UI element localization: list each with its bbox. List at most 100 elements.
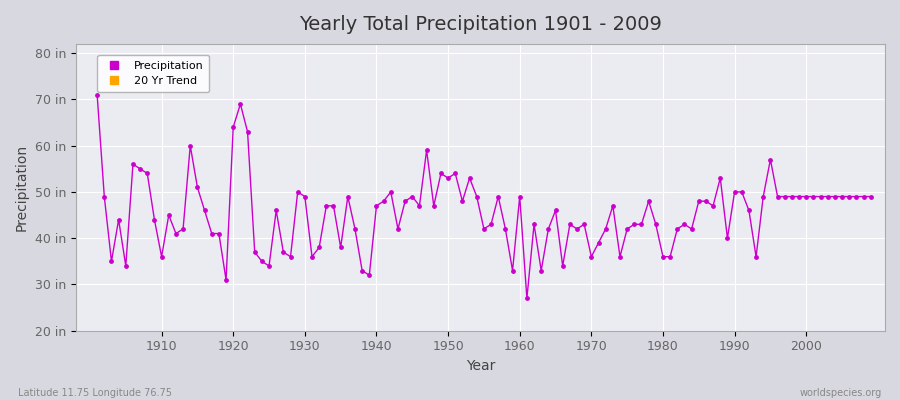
- Point: [212, 230, 226, 237]
- Point: [168, 230, 183, 237]
- Point: [713, 175, 727, 181]
- Point: [284, 254, 298, 260]
- Point: [305, 254, 320, 260]
- Point: [369, 203, 383, 209]
- Point: [792, 193, 806, 200]
- Point: [197, 207, 211, 214]
- Point: [291, 189, 305, 195]
- Point: [320, 203, 334, 209]
- Point: [190, 184, 204, 190]
- Point: [627, 221, 642, 228]
- Point: [555, 263, 570, 269]
- Point: [140, 170, 155, 177]
- Point: [863, 193, 878, 200]
- Point: [398, 198, 412, 204]
- Point: [255, 258, 269, 264]
- Point: [262, 263, 276, 269]
- Point: [663, 254, 678, 260]
- Legend: Precipitation, 20 Yr Trend: Precipitation, 20 Yr Trend: [97, 55, 210, 92]
- Point: [104, 258, 119, 264]
- Point: [684, 226, 698, 232]
- Point: [698, 198, 713, 204]
- Point: [778, 193, 792, 200]
- Point: [835, 193, 850, 200]
- Point: [276, 249, 291, 255]
- Point: [90, 92, 104, 98]
- Point: [298, 193, 312, 200]
- Point: [613, 254, 627, 260]
- Point: [455, 198, 470, 204]
- Point: [155, 254, 169, 260]
- X-axis label: Year: Year: [465, 359, 495, 373]
- Point: [720, 235, 734, 241]
- Point: [749, 254, 763, 260]
- Point: [491, 193, 506, 200]
- Point: [756, 193, 770, 200]
- Point: [119, 263, 133, 269]
- Point: [548, 207, 562, 214]
- Point: [226, 124, 240, 130]
- Point: [850, 193, 864, 200]
- Point: [312, 244, 327, 251]
- Point: [463, 175, 477, 181]
- Point: [799, 193, 814, 200]
- Point: [821, 193, 835, 200]
- Point: [519, 295, 534, 302]
- Point: [727, 189, 742, 195]
- Point: [577, 221, 591, 228]
- Point: [240, 128, 255, 135]
- Point: [204, 230, 219, 237]
- Point: [362, 272, 376, 278]
- Point: [828, 193, 842, 200]
- Point: [126, 161, 140, 167]
- Point: [706, 203, 720, 209]
- Point: [376, 198, 391, 204]
- Point: [634, 221, 649, 228]
- Point: [484, 221, 499, 228]
- Point: [419, 147, 434, 154]
- Point: [591, 240, 606, 246]
- Point: [734, 189, 749, 195]
- Y-axis label: Precipitation: Precipitation: [15, 144, 29, 231]
- Point: [327, 203, 341, 209]
- Point: [512, 193, 526, 200]
- Point: [656, 254, 670, 260]
- Point: [842, 193, 857, 200]
- Point: [806, 193, 821, 200]
- Point: [427, 203, 441, 209]
- Point: [219, 277, 233, 283]
- Point: [642, 198, 656, 204]
- Point: [477, 226, 491, 232]
- Point: [770, 193, 785, 200]
- Point: [434, 170, 448, 177]
- Point: [856, 193, 870, 200]
- Point: [649, 221, 663, 228]
- Point: [606, 203, 620, 209]
- Point: [383, 189, 398, 195]
- Point: [598, 226, 613, 232]
- Point: [248, 249, 262, 255]
- Point: [97, 193, 112, 200]
- Point: [526, 221, 541, 228]
- Point: [534, 267, 548, 274]
- Point: [412, 203, 427, 209]
- Point: [176, 226, 190, 232]
- Point: [541, 226, 555, 232]
- Point: [183, 142, 197, 149]
- Point: [391, 226, 405, 232]
- Point: [763, 156, 778, 163]
- Point: [355, 267, 369, 274]
- Point: [785, 193, 799, 200]
- Point: [133, 166, 148, 172]
- Point: [162, 212, 176, 218]
- Point: [334, 244, 348, 251]
- Point: [570, 226, 584, 232]
- Point: [112, 216, 126, 223]
- Point: [405, 193, 419, 200]
- Point: [470, 193, 484, 200]
- Point: [233, 101, 248, 107]
- Point: [148, 216, 162, 223]
- Point: [620, 226, 634, 232]
- Point: [499, 226, 513, 232]
- Point: [340, 193, 355, 200]
